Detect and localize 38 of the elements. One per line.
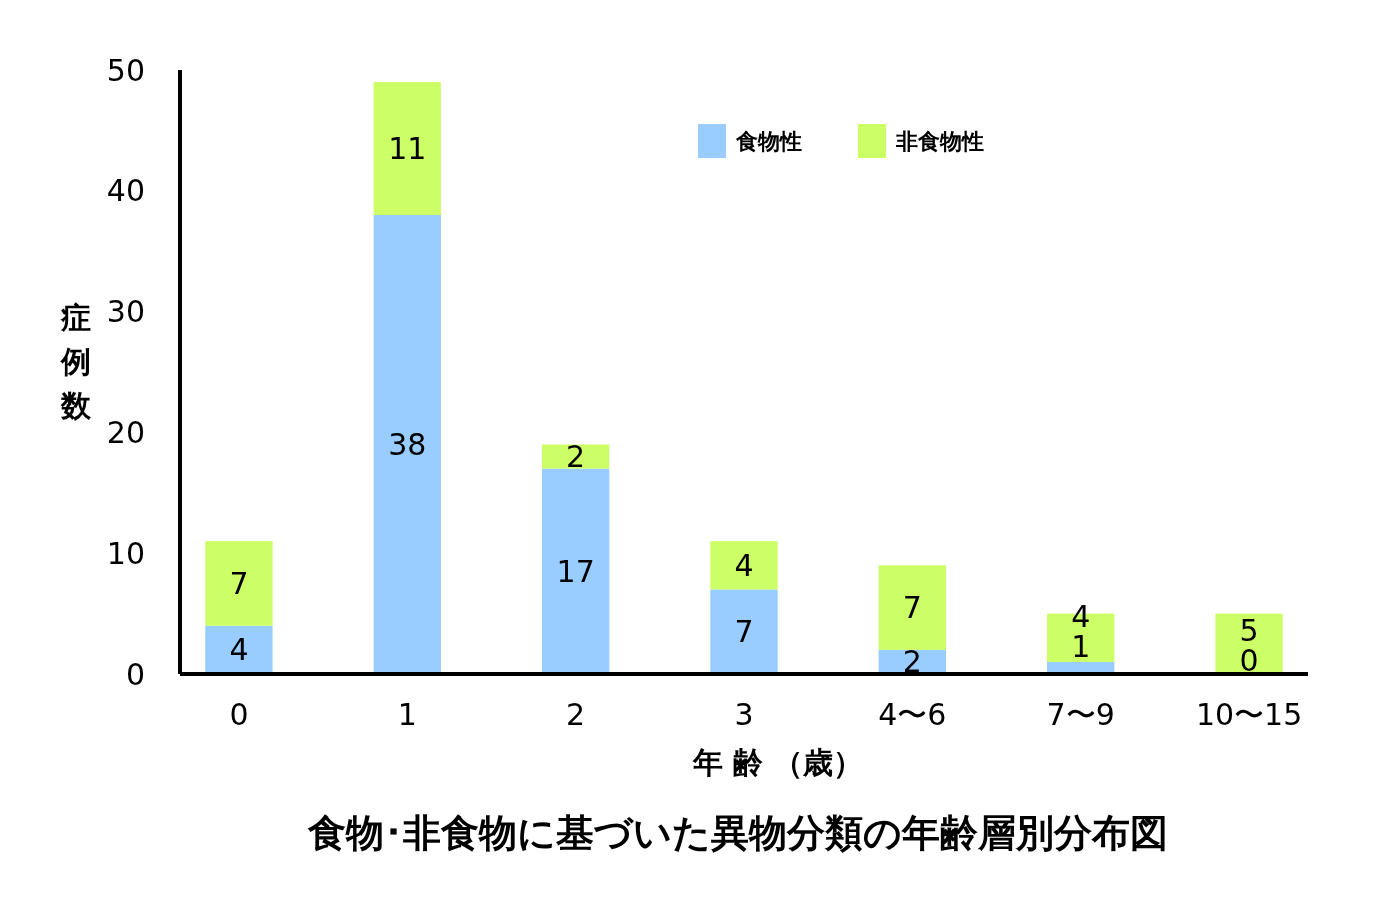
- y-tick-label: 50: [106, 52, 145, 88]
- x-tick-label: 3: [734, 696, 754, 732]
- x-tick-label: 0: [229, 696, 249, 732]
- data-label: 2: [902, 644, 922, 680]
- y-tick-label: 30: [106, 294, 145, 330]
- x-axis-title: 年 齢 （歳）: [691, 745, 864, 780]
- x-tick-label: 1: [397, 696, 417, 732]
- data-label: 17: [556, 553, 595, 589]
- bar: [205, 541, 273, 626]
- y-tick-label: 10: [106, 535, 145, 571]
- bar: [710, 541, 778, 590]
- x-tick-label: 4〜6: [878, 696, 947, 732]
- data-label: 7: [902, 590, 922, 626]
- data-label: 7: [229, 565, 249, 601]
- data-label: 7: [734, 614, 754, 650]
- bar: [541, 444, 610, 469]
- x-tick-label: 7〜9: [1046, 696, 1115, 732]
- data-label: 11: [388, 131, 427, 167]
- text: 食物･非食物に基づいた異物分類の年齢層別分布図: [307, 811, 1168, 855]
- legend-label: 非食物性: [895, 128, 984, 154]
- bar: [541, 468, 610, 674]
- data-label: 38: [388, 426, 427, 462]
- bar: [373, 82, 441, 215]
- data-label: 4: [734, 547, 754, 583]
- bar: [205, 625, 273, 674]
- bar: [373, 214, 441, 674]
- y-axis-title: 症例数: [60, 300, 92, 423]
- bar: [710, 589, 778, 674]
- x-tick-label: 10〜15: [1195, 696, 1303, 732]
- x-tick-label: 2: [566, 696, 586, 732]
- y-tick-label: 20: [106, 414, 145, 450]
- bar: [878, 565, 947, 650]
- y-tick-label: 40: [106, 173, 145, 209]
- y-tick-label: 0: [125, 656, 145, 692]
- data-label: 1: [1071, 629, 1091, 665]
- data-label: 4: [229, 632, 249, 668]
- data-label: 2: [566, 439, 586, 475]
- legend-label: 食物性: [735, 128, 802, 154]
